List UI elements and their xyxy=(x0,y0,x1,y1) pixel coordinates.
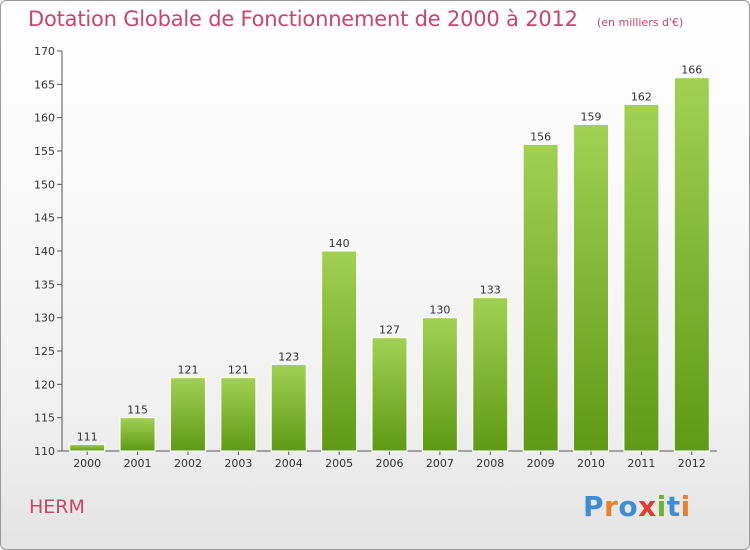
bar-2007 xyxy=(421,317,458,452)
logo-letter: P xyxy=(583,490,605,523)
data-label-2010: 159 xyxy=(581,110,602,123)
bar-2001 xyxy=(119,417,156,452)
data-label-2011: 162 xyxy=(631,90,652,103)
y-tick-label: 165 xyxy=(34,78,55,91)
y-tick-label: 120 xyxy=(34,378,55,391)
chart-subtitle: (en milliers d'€) xyxy=(596,16,684,29)
chart-title: Dotation Globale de Fonctionnement de 20… xyxy=(28,7,578,31)
bar-2009 xyxy=(522,143,559,452)
y-tick-label: 145 xyxy=(34,212,55,225)
bar-2004 xyxy=(270,363,307,452)
bar-2006 xyxy=(371,337,408,452)
commune-name: HERM xyxy=(29,496,85,518)
chart-title-block: Dotation Globale de Fonctionnement de 20… xyxy=(28,7,683,31)
data-label-2008: 133 xyxy=(480,284,501,297)
chart-axes: 110 115 120 125 130 135 140 145 150 155 160 165 170 2… xyxy=(34,45,717,470)
chart-data-labels: 111 115 121 121 123 140 127 130 133 156 159 162 166 xyxy=(77,64,703,444)
x-tick-label: 2007 xyxy=(426,457,454,470)
x-tick-label: 2009 xyxy=(527,457,555,470)
y-tick-label: 160 xyxy=(34,112,55,125)
x-tick-label: 2000 xyxy=(73,457,101,470)
x-tick-label: 2011 xyxy=(627,457,655,470)
data-label-2005: 140 xyxy=(329,237,350,250)
x-tick-label: 2001 xyxy=(124,457,152,470)
logo-letter: x xyxy=(638,490,657,523)
x-tick-label: 2003 xyxy=(224,457,252,470)
data-label-2002: 121 xyxy=(177,364,198,377)
chart-bars xyxy=(69,77,710,452)
y-tick-label: 135 xyxy=(34,278,55,291)
bar-2008 xyxy=(472,297,509,452)
bar-2011 xyxy=(623,103,660,452)
data-label-2006: 127 xyxy=(379,324,400,337)
bar-2010 xyxy=(573,123,610,452)
data-label-2012: 166 xyxy=(681,64,702,77)
x-tick-label: 2006 xyxy=(376,457,404,470)
y-tick-label: 110 xyxy=(34,445,55,458)
logo-letter: o xyxy=(618,490,639,523)
y-tick-label: 125 xyxy=(34,345,55,358)
bar-2005 xyxy=(321,250,358,452)
proxiti-logo: Proxiti xyxy=(583,490,691,523)
data-label-2003: 121 xyxy=(228,364,249,377)
logo-letter: i xyxy=(656,490,667,523)
y-tick-label: 150 xyxy=(34,178,55,191)
data-label-2009: 156 xyxy=(530,130,551,143)
data-label-2001: 115 xyxy=(127,404,148,417)
x-tick-label: 2005 xyxy=(325,457,353,470)
x-tick-label: 2012 xyxy=(678,457,706,470)
x-tick-label: 2008 xyxy=(476,457,504,470)
bar-2000 xyxy=(69,443,106,452)
y-tick-label: 115 xyxy=(34,412,55,425)
y-tick-label: 155 xyxy=(34,145,55,158)
y-tick-label: 130 xyxy=(34,312,55,325)
x-tick-label: 2004 xyxy=(275,457,303,470)
logo-letter: r xyxy=(604,490,619,523)
x-tick-label: 2002 xyxy=(174,457,202,470)
x-tick-label: 2010 xyxy=(577,457,605,470)
bar-2012 xyxy=(673,77,710,452)
data-label-2000: 111 xyxy=(77,430,98,443)
y-tick-label: 140 xyxy=(34,245,55,258)
bar-2002 xyxy=(169,377,206,452)
logo-letter: i xyxy=(680,490,691,523)
data-label-2004: 123 xyxy=(278,350,299,363)
logo-letter: t xyxy=(666,490,681,523)
bar-2003 xyxy=(220,377,257,452)
data-label-2007: 130 xyxy=(429,304,450,317)
y-tick-label: 170 xyxy=(34,45,55,58)
